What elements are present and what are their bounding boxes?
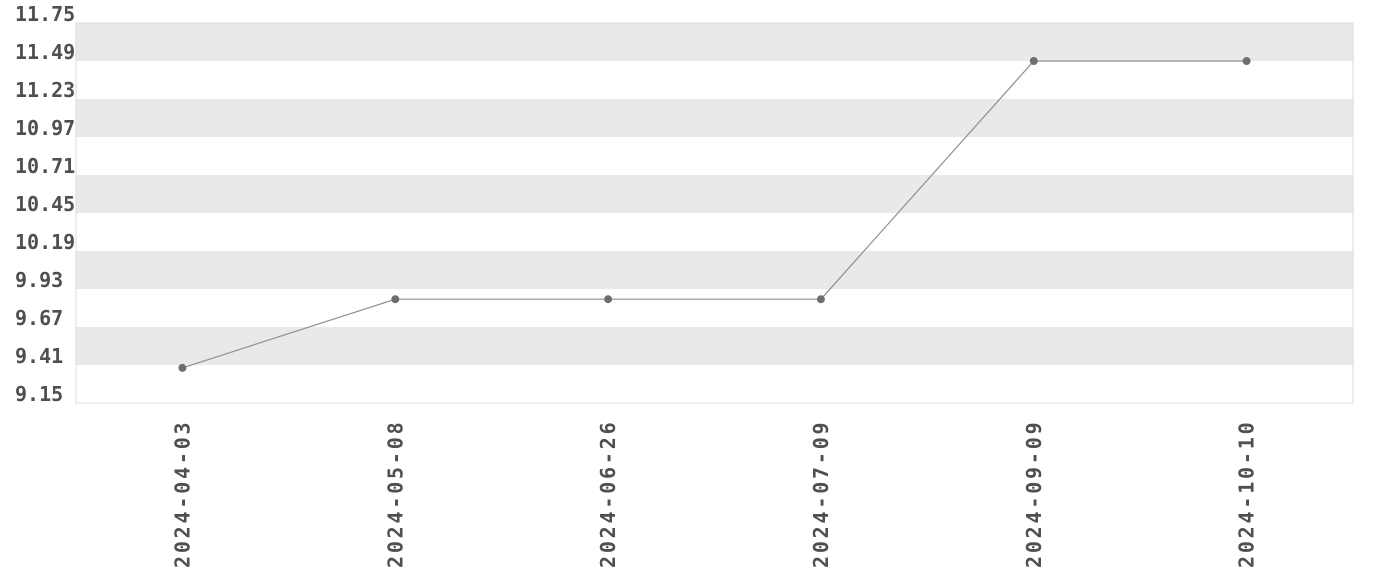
data-point[interactable]: [816, 295, 825, 304]
y-axis-tick-label: 10.71: [15, 154, 75, 178]
data-point[interactable]: [1029, 57, 1038, 65]
plot-border: [75, 22, 1354, 404]
grid-band: [76, 327, 1353, 365]
y-axis-tick-label: 10.45: [15, 192, 75, 216]
grid-band: [76, 251, 1353, 289]
x-axis-tick-label: 2024-04-03: [170, 420, 194, 568]
data-point[interactable]: [178, 363, 187, 372]
y-axis-tick-label: 9.41: [15, 344, 63, 368]
y-axis-tick-label: 11.75: [15, 2, 75, 26]
x-axis-tick-label: 2024-05-08: [383, 420, 407, 568]
grid-band: [76, 175, 1353, 213]
y-axis-tick-label: 11.49: [15, 40, 75, 64]
y-axis-tick-label: 9.15: [15, 382, 63, 406]
data-point[interactable]: [1242, 57, 1251, 65]
data-point[interactable]: [391, 295, 400, 304]
y-axis-tick-label: 10.97: [15, 116, 75, 140]
x-axis-tick-label: 2024-06-26: [596, 420, 620, 568]
y-axis-tick-label: 9.93: [15, 268, 63, 292]
data-line: [181, 60, 1248, 369]
grid-band: [76, 23, 1353, 61]
y-axis-tick-label: 11.23: [15, 78, 75, 102]
x-axis-tick-label: 2024-07-09: [809, 420, 833, 568]
y-axis-tick-label: 9.67: [15, 306, 63, 330]
data-point[interactable]: [604, 295, 613, 304]
y-axis-tick-label: 10.19: [15, 230, 75, 254]
grid-band: [76, 99, 1353, 137]
x-axis-tick-label: 2024-09-09: [1022, 420, 1046, 568]
x-axis-tick-label: 2024-10-10: [1235, 420, 1259, 568]
